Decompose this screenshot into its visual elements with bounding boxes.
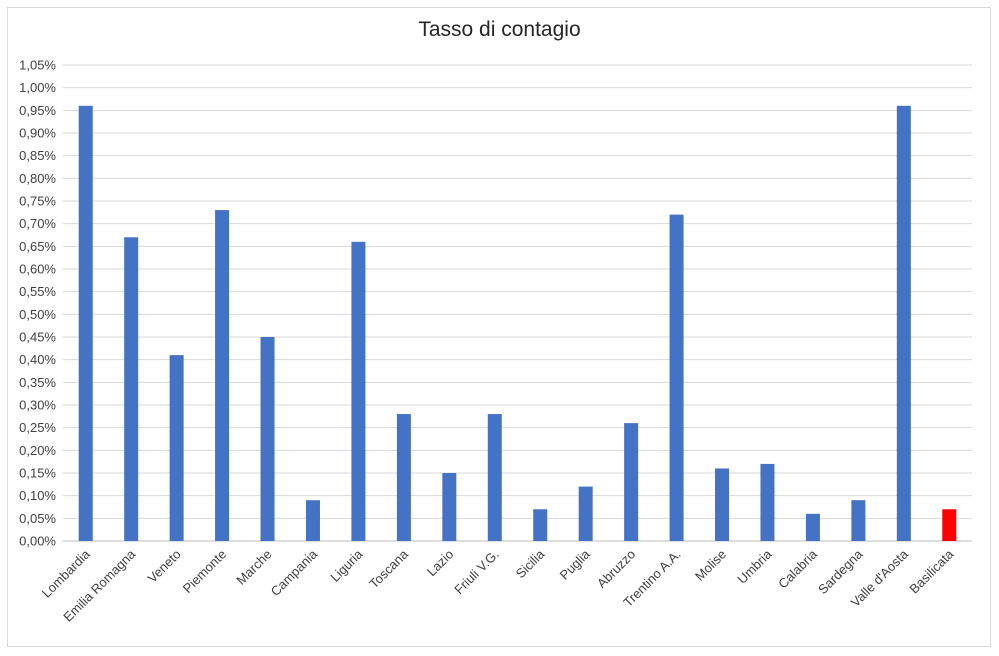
x-tick-label: Lazio	[424, 547, 457, 580]
bar-sardegna	[851, 500, 866, 541]
x-tick-label: Marche	[233, 547, 274, 588]
y-tick-label: 1,05%	[19, 58, 56, 73]
x-tick-label: Molise	[692, 547, 729, 584]
bar-valle-d-aosta	[896, 105, 911, 542]
bar-umbria	[760, 463, 775, 541]
y-tick-label: 0,95%	[19, 103, 56, 118]
bar-molise	[715, 468, 730, 541]
y-tick-label: 0,85%	[19, 148, 56, 163]
bar-veneto	[169, 355, 184, 541]
bars	[78, 105, 957, 542]
x-tick-label: Basilicata	[906, 546, 956, 596]
x-tick-label: Puglia	[557, 546, 594, 583]
x-tick-label: Calabria	[775, 546, 820, 591]
x-tick-label: Friuli V.G.	[451, 547, 502, 598]
y-tick-label: 0,05%	[19, 511, 56, 526]
y-tick-label: 0,65%	[19, 239, 56, 254]
bar-campania	[305, 500, 320, 541]
bar-calabria	[805, 513, 820, 541]
y-tick-label: 0,80%	[19, 171, 56, 186]
y-tick-label: 0,10%	[19, 488, 56, 503]
bar-abruzzo	[624, 423, 639, 541]
x-tick-label: Toscana	[366, 546, 411, 591]
chart-title: Tasso di contagio	[418, 18, 581, 41]
bar-basilicata	[942, 509, 957, 541]
y-tick-label: 0,60%	[19, 262, 56, 277]
y-tick-label: 0,55%	[19, 284, 56, 299]
y-tick-label: 0,90%	[19, 126, 56, 141]
y-tick-label: 0,40%	[19, 352, 56, 367]
y-tick-label: 0,50%	[19, 307, 56, 322]
y-axis-tick-labels: 0,00% 0,05% 0,10% 0,15% 0,20% 0,25% 0,30% 0,35%…	[19, 58, 56, 549]
bar-emilia-romagna	[124, 237, 139, 541]
bar-lazio	[442, 473, 457, 541]
y-tick-label: 0,70%	[19, 216, 56, 231]
x-tick-label: Abruzzo	[594, 547, 638, 591]
bar-toscana	[396, 414, 411, 541]
y-tick-label: 0,00%	[19, 534, 56, 549]
y-tick-label: 0,20%	[19, 443, 56, 458]
bar-puglia	[578, 486, 593, 541]
bar-trentino-a-a-	[669, 214, 684, 541]
bar-sicilia	[533, 509, 548, 541]
bar-friuli-v-g-	[487, 414, 502, 541]
x-tick-label: Piemonte	[180, 547, 229, 596]
y-tick-label: 0,25%	[19, 420, 56, 435]
y-tick-label: 0,75%	[19, 194, 56, 209]
x-tick-label: Umbria	[734, 546, 775, 587]
bar-lombardia	[78, 105, 93, 542]
bar-marche	[260, 337, 275, 541]
y-tick-label: 0,35%	[19, 375, 56, 390]
x-tick-label: Sicilia	[513, 546, 548, 581]
x-tick-label: Liguria	[327, 546, 366, 585]
y-tick-label: 1,00%	[19, 80, 56, 95]
gridlines	[63, 64, 972, 542]
bar-piemonte	[215, 210, 230, 542]
x-tick-label: Campania	[268, 546, 321, 599]
y-tick-label: 0,45%	[19, 330, 56, 345]
bar-liguria	[351, 241, 366, 542]
x-tick-label: Veneto	[145, 547, 184, 586]
y-tick-label: 0,15%	[19, 466, 56, 481]
y-tick-label: 0,30%	[19, 398, 56, 413]
